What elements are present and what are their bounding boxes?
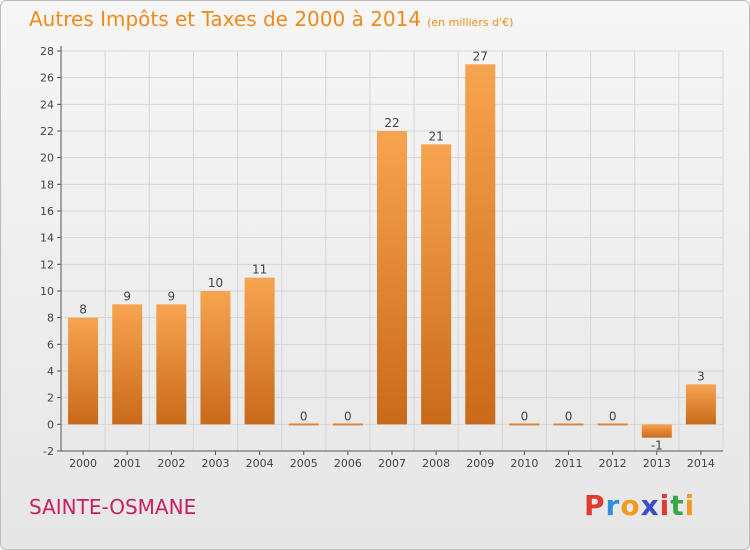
data-labels: 8 9 9 10 11 0 0 22 21 27 0 0 0 -1 3: [79, 49, 705, 452]
bar-2005: [288, 423, 319, 426]
y-tick-label: 14: [40, 232, 54, 245]
data-label-2014: 3: [697, 369, 705, 383]
bar-2000: [68, 317, 99, 425]
bar-2007: [377, 131, 407, 425]
y-tick-label: 26: [40, 72, 54, 85]
data-label-2010: 0: [521, 409, 529, 423]
logo-letter: t: [670, 489, 685, 522]
bar-2004: [244, 277, 275, 425]
bar-2011: [553, 423, 584, 426]
x-tick-label: 2003: [201, 457, 229, 470]
y-tick-label: 16: [40, 205, 54, 218]
bar-2002: [156, 304, 187, 425]
y-tick-label: 24: [40, 98, 54, 111]
proxiti-logo: Proxiti: [584, 489, 695, 522]
x-tick-label: 2000: [69, 457, 97, 470]
data-label-2002: 9: [168, 289, 176, 303]
x-tick-label: 2013: [643, 457, 671, 470]
y-tick-label: 22: [40, 125, 54, 138]
x-tick-label: 2001: [113, 457, 141, 470]
bar-2009: [465, 64, 496, 425]
y-tick-label: 0: [47, 418, 54, 431]
bar-2014: [685, 384, 716, 425]
y-tick-label: 4: [47, 365, 54, 378]
data-label-2011: 0: [565, 409, 573, 423]
x-tick-label: 2007: [378, 457, 406, 470]
logo-letter: r: [605, 489, 621, 522]
y-tick-label: 6: [47, 338, 54, 351]
chart-title-text: Autres Impôts et Taxes de 2000 à 2014: [29, 7, 422, 31]
x-tick-label: 2006: [334, 457, 362, 470]
x-tick-label: 2011: [555, 457, 583, 470]
x-tick-label: 2009: [466, 457, 494, 470]
bar-2012: [597, 423, 628, 426]
logo-letter: P: [584, 489, 606, 522]
chart-title: Autres Impôts et Taxes de 2000 à 2014 (en…: [29, 7, 513, 31]
y-tick-label: 20: [40, 152, 54, 165]
y-tick-label: 12: [40, 258, 54, 271]
x-tick-label: 2012: [599, 457, 627, 470]
data-label-2009: 27: [473, 49, 488, 63]
y-tick-label: 8: [47, 312, 54, 325]
bar-2006: [332, 423, 363, 426]
logo-letter: i: [659, 489, 671, 522]
y-tick-label: -2: [43, 445, 54, 458]
chart-subtitle: (en milliers d'€): [427, 16, 514, 29]
data-label-2003: 10: [208, 276, 223, 290]
x-tick-label: 2002: [157, 457, 185, 470]
y-tick-label: 18: [40, 178, 54, 191]
data-label-2001: 9: [123, 289, 131, 303]
data-label-2012: 0: [609, 409, 617, 423]
bar-2003: [200, 291, 231, 425]
bar-2001: [112, 304, 143, 425]
data-label-2013: -1: [651, 439, 663, 453]
data-label-2005: 0: [300, 409, 308, 423]
y-tick-label: 10: [40, 285, 54, 298]
logo-letter: x: [640, 489, 660, 522]
y-tick-label: 28: [40, 45, 54, 58]
data-label-2008: 21: [428, 129, 443, 143]
data-label-2004: 11: [252, 263, 267, 277]
x-tick-label: 2008: [422, 457, 450, 470]
data-label-2000: 8: [79, 303, 87, 317]
bars: [68, 64, 716, 438]
bar-2010: [509, 423, 540, 426]
logo-letter: i: [684, 489, 696, 522]
logo-letter: o: [620, 489, 641, 522]
commune-name: SAINTE-OSMANE: [29, 495, 197, 519]
bar-2008: [421, 144, 452, 425]
bar-2013: [641, 424, 672, 438]
data-label-2007: 22: [384, 116, 399, 130]
x-tick-label: 2010: [510, 457, 538, 470]
y-tick-label: 2: [47, 392, 54, 405]
x-tick-label: 2005: [290, 457, 318, 470]
data-label-2006: 0: [344, 409, 352, 423]
x-tick-label: 2004: [246, 457, 274, 470]
x-tick-label: 2014: [687, 457, 715, 470]
